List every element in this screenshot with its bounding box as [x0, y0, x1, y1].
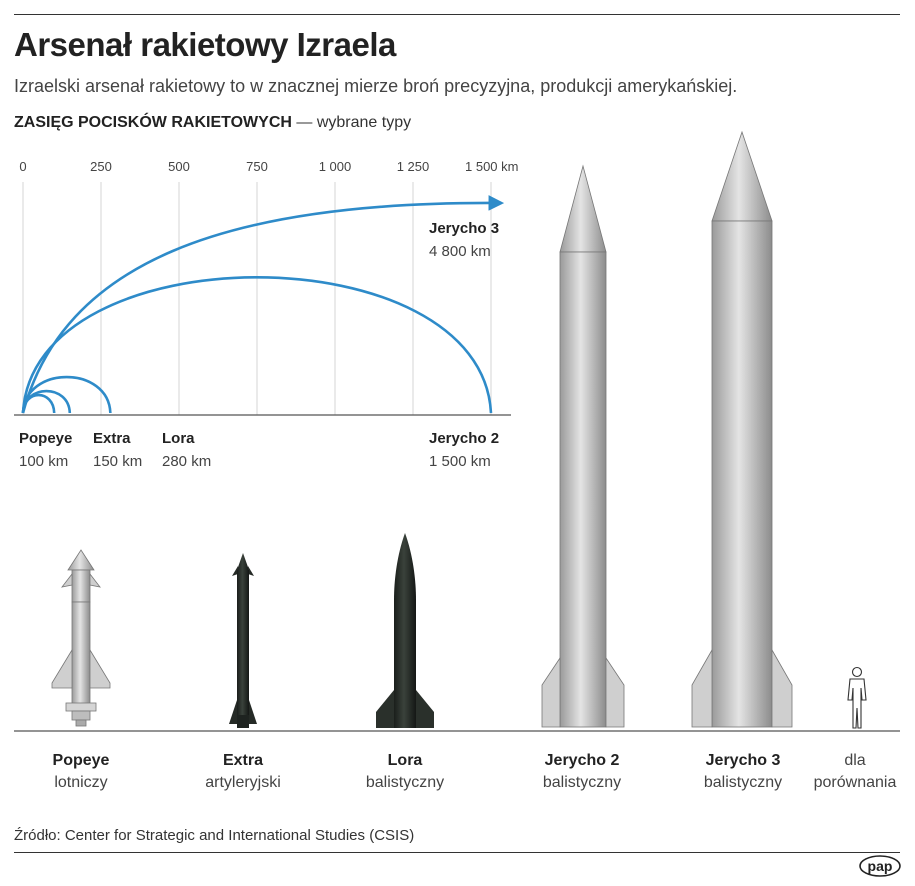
range-name-jerycho3: Jerycho 3	[429, 220, 499, 237]
range-arcs	[21, 195, 505, 414]
range-value-popeye: 100 km	[19, 453, 68, 470]
missile-type-jerycho3: balistyczny	[704, 774, 782, 791]
missile-type-extra: artyleryjski	[205, 774, 281, 791]
scale-tick-label: 1 000	[319, 159, 352, 174]
missile-type-jerycho2: balistyczny	[543, 774, 621, 791]
scale-tick-label: 250	[90, 159, 112, 174]
comparison-label-line1: dla	[844, 752, 865, 769]
missile-labels: Popeye lotniczy Extra artyleryjski Lora …	[53, 752, 897, 791]
range-value-jerycho2: 1 500 km	[429, 453, 491, 470]
scale-tick-label: 1 500 km	[465, 159, 518, 174]
pap-logo: pap	[859, 855, 901, 877]
missile-lora	[376, 533, 434, 728]
range-value-jerycho3: 4 800 km	[429, 243, 491, 260]
scale-tick-label: 750	[246, 159, 268, 174]
missile-name-popeye: Popeye	[53, 752, 110, 769]
scale-tick-label: 0	[19, 159, 26, 174]
missile-jerycho2	[541, 164, 625, 728]
scale-tick-label: 500	[168, 159, 190, 174]
range-labels: Popeye 100 km Extra 150 km Lora 280 km J…	[19, 220, 499, 470]
bottom-rule	[14, 852, 900, 853]
range-gridlines	[22, 182, 492, 415]
comparison-label-line2: porównania	[814, 774, 897, 791]
missile-type-popeye: lotniczy	[54, 774, 107, 791]
source-note: Źródło: Center for Strategic and Interna…	[14, 827, 415, 844]
section-label: ZASIĘG POCISKÓW RAKIETOWYCH	[14, 114, 292, 131]
missile-name-extra: Extra	[223, 752, 263, 769]
human-silhouette	[847, 666, 867, 729]
missile-name-lora: Lora	[388, 752, 423, 769]
section-heading: ZASIĘG POCISKÓW RAKIETOWYCH — wybrane ty…	[14, 114, 411, 132]
missile-jerycho3	[691, 130, 793, 728]
page-subtitle: Izraelski arsenał rakietowy to w znaczne…	[14, 76, 738, 96]
range-scale: 0 250 500 750 1 000 1 250 1 500 km	[19, 159, 518, 174]
top-rule	[14, 14, 900, 15]
pap-logo-text: pap	[868, 858, 893, 874]
range-name-lora: Lora	[162, 430, 195, 447]
range-name-popeye: Popeye	[19, 430, 72, 447]
missile-name-jerycho2: Jerycho 2	[545, 752, 620, 769]
missile-extra	[229, 553, 257, 728]
range-value-lora: 280 km	[162, 453, 211, 470]
section-note: — wybrane typy	[296, 114, 412, 131]
range-name-jerycho2: Jerycho 2	[429, 430, 499, 447]
scale-tick-label: 1 250	[397, 159, 430, 174]
missile-type-lora: balistyczny	[366, 774, 444, 791]
missile-popeye	[51, 549, 111, 727]
range-arc-jerycho3	[21, 195, 505, 414]
missile-name-jerycho3: Jerycho 3	[706, 752, 781, 769]
range-name-extra: Extra	[93, 430, 131, 447]
range-value-extra: 150 km	[93, 453, 142, 470]
page-title: Arsenał rakietowy Izraela	[14, 26, 396, 63]
